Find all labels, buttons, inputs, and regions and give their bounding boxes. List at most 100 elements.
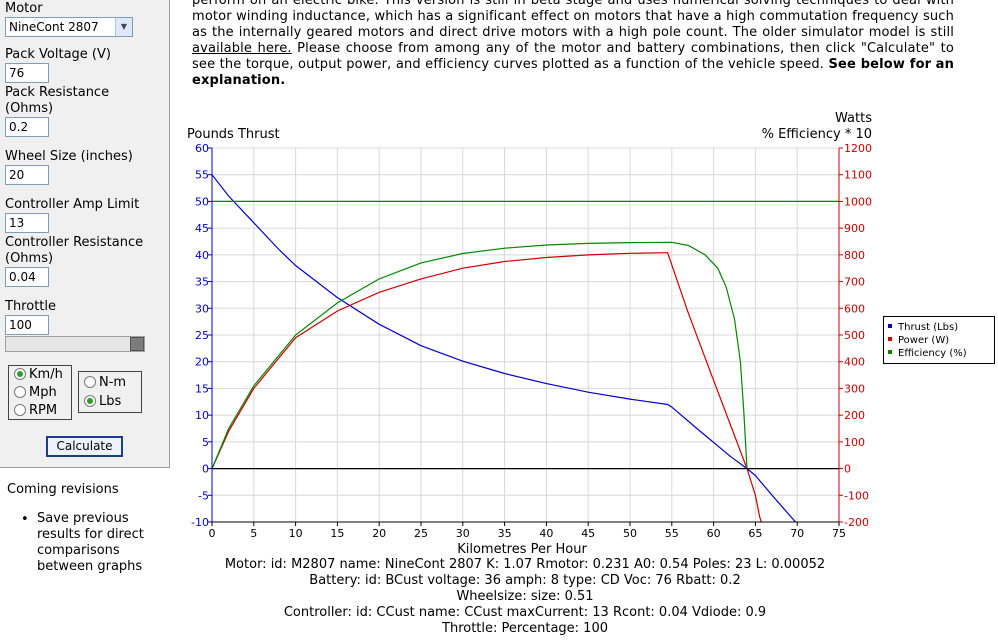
- wheel-size-label: Wheel Size (inches): [5, 149, 133, 164]
- pack-voltage-label: Pack Voltage (V): [5, 47, 111, 62]
- y-right-axis-title-efficiency: % Efficiency * 10: [762, 127, 872, 142]
- chart-legend: Thrust (Lbs) Power (W) Efficiency (%): [883, 316, 995, 364]
- chevron-down-icon[interactable]: ▼: [115, 18, 132, 36]
- controller-resistance-input[interactable]: 0.04: [5, 267, 49, 287]
- legend-label: Efficiency (%): [898, 348, 967, 359]
- y-right-tick-label: 600: [844, 302, 865, 315]
- y-right-tick-label: 900: [844, 222, 865, 235]
- pack-resistance-label: Pack Resistance: [5, 85, 110, 100]
- amp-limit-input[interactable]: 13: [5, 213, 49, 233]
- x-tick-label: 65: [748, 527, 762, 540]
- x-tick-label: 15: [330, 527, 344, 540]
- simulator-form: Motor NineCont 2807 ▼ Pack Voltage (V) 7…: [0, 0, 170, 468]
- speed-unit-label: Km/h: [29, 367, 63, 382]
- intro-line: see the torque, output power, and effici…: [192, 57, 829, 72]
- y-right-tick-label: 1000: [844, 195, 872, 208]
- throttle-info: Throttle: Percentage: 100: [442, 621, 608, 636]
- battery-info: Battery: id: BCust voltage: 36 amph: 8 t…: [309, 573, 741, 588]
- x-tick-label: 25: [414, 527, 428, 540]
- torque-unit-lbs[interactable]: Lbs: [84, 394, 121, 410]
- speed-unit-label: RPM: [29, 403, 58, 418]
- legend-label: Power (W): [898, 335, 950, 346]
- chart-grid: [211, 147, 840, 523]
- x-tick-label: 50: [623, 527, 637, 540]
- x-axis-title: Kilometres Per Hour: [457, 542, 587, 556]
- speed-unit-kmh[interactable]: Km/h: [14, 367, 63, 383]
- speed-unit-mph[interactable]: Mph: [14, 385, 57, 401]
- legend-label: Thrust (Lbs): [898, 322, 959, 333]
- series-line-thrust: [212, 174, 796, 522]
- y-right-tick-label: 1200: [844, 142, 872, 155]
- y-left-tick-label: 25: [195, 329, 209, 342]
- legend-item-thrust: Thrust (Lbs): [888, 321, 994, 334]
- y-left-tick-label: 20: [195, 356, 209, 369]
- wheel-size-input[interactable]: 20: [5, 165, 49, 185]
- throttle-slider[interactable]: [5, 336, 145, 352]
- torque-unit-nm[interactable]: N-m: [84, 375, 126, 391]
- torque-unit-label: Lbs: [99, 394, 122, 409]
- controller-resistance-unit: (Ohms): [5, 251, 54, 266]
- explanation-note: an explanation.: [192, 57, 954, 88]
- pack-voltage-input[interactable]: 76: [5, 63, 49, 83]
- y-left-tick-label: 35: [195, 276, 209, 289]
- performance-chart: 0 5 10 15 20 25 30 35 40 45 50 55 60 65 70 75 -10 -5 0 5 10 1…: [187, 111, 872, 556]
- throttle-input[interactable]: 100: [5, 315, 49, 335]
- x-tick-label: 75: [832, 527, 846, 540]
- intro-line: as the internally geared motors and dire…: [192, 25, 954, 40]
- y-right-tick-label: 700: [844, 276, 865, 289]
- older-simulator-link[interactable]: available here.: [192, 41, 292, 56]
- y-right-tick-label: 800: [844, 249, 865, 262]
- y-left-tick-label: 55: [195, 169, 209, 182]
- controller-info: Controller: id: CCust name: CCust maxCur…: [283, 605, 767, 620]
- y-right-tick-label: 400: [844, 356, 865, 369]
- x-tick-label: 20: [372, 527, 386, 540]
- x-tick-label: 30: [456, 527, 470, 540]
- pack-resistance-input[interactable]: 0.2: [5, 117, 49, 137]
- intro-line: motor winding inductance, which has a si…: [192, 9, 954, 24]
- speed-unit-rpm[interactable]: RPM: [14, 403, 57, 419]
- motor-label: Motor: [5, 1, 43, 16]
- x-tick-label: 60: [707, 527, 721, 540]
- y-right-tick-label: -200: [844, 516, 869, 529]
- x-tick-label: 35: [498, 527, 512, 540]
- radio-selected-icon[interactable]: [84, 395, 96, 407]
- y-left-tick-label: 60: [195, 142, 209, 155]
- series-line-efficiency: [212, 241, 748, 469]
- legend-swatch: [888, 350, 892, 354]
- speed-unit-label: Mph: [29, 385, 57, 400]
- chart-series: [212, 174, 839, 522]
- revision-item: Save previous results for direct compari…: [37, 511, 144, 574]
- wheel-info: Wheelsize: size: 0.51: [456, 589, 594, 604]
- motor-select[interactable]: NineCont 2807 ▼: [5, 17, 133, 37]
- y-right-axis-title-watts: Watts: [835, 111, 872, 126]
- y-left-tick-label: 40: [195, 249, 209, 262]
- radio-icon[interactable]: [14, 386, 26, 398]
- y-left-axis-title: Pounds Thrust: [187, 127, 280, 142]
- y-left-tick-label: 10: [195, 409, 209, 422]
- y-left-tick-label: -5: [198, 489, 209, 502]
- throttle-label: Throttle: [5, 299, 56, 314]
- revisions-title: Coming revisions: [7, 482, 119, 497]
- simulation-parameters: Motor: id: M2807 name: NineCont 2807 K: …: [170, 557, 880, 637]
- y-right-tick-label: 500: [844, 329, 865, 342]
- y-right-tick-label: 0: [844, 463, 851, 476]
- legend-item-power: Power (W): [888, 334, 994, 347]
- radio-icon[interactable]: [84, 376, 96, 388]
- intro-paragraph: perform on an electric bike. This versio…: [192, 0, 954, 89]
- amp-limit-label: Controller Amp Limit: [5, 197, 140, 212]
- y-left-tick-label: 15: [195, 382, 209, 395]
- y-right-tick-label: -100: [844, 489, 869, 502]
- radio-icon[interactable]: [14, 404, 26, 416]
- legend-swatch: [888, 337, 892, 341]
- throttle-slider-thumb[interactable]: [130, 337, 144, 351]
- chart-ticks: 0 5 10 15 20 25 30 35 40 45 50 55 60 65 70 75 -10 -5 0 5 10 1…: [191, 142, 872, 540]
- y-left-tick-label: 45: [195, 222, 209, 235]
- radio-selected-icon[interactable]: [14, 368, 26, 380]
- motor-select-value: NineCont 2807: [9, 20, 99, 34]
- x-tick-label: 40: [539, 527, 553, 540]
- x-tick-label: 45: [581, 527, 595, 540]
- calculate-button[interactable]: Calculate: [46, 436, 123, 457]
- legend-item-efficiency: Efficiency (%): [888, 347, 994, 360]
- x-tick-label: 55: [665, 527, 679, 540]
- x-tick-label: 70: [790, 527, 804, 540]
